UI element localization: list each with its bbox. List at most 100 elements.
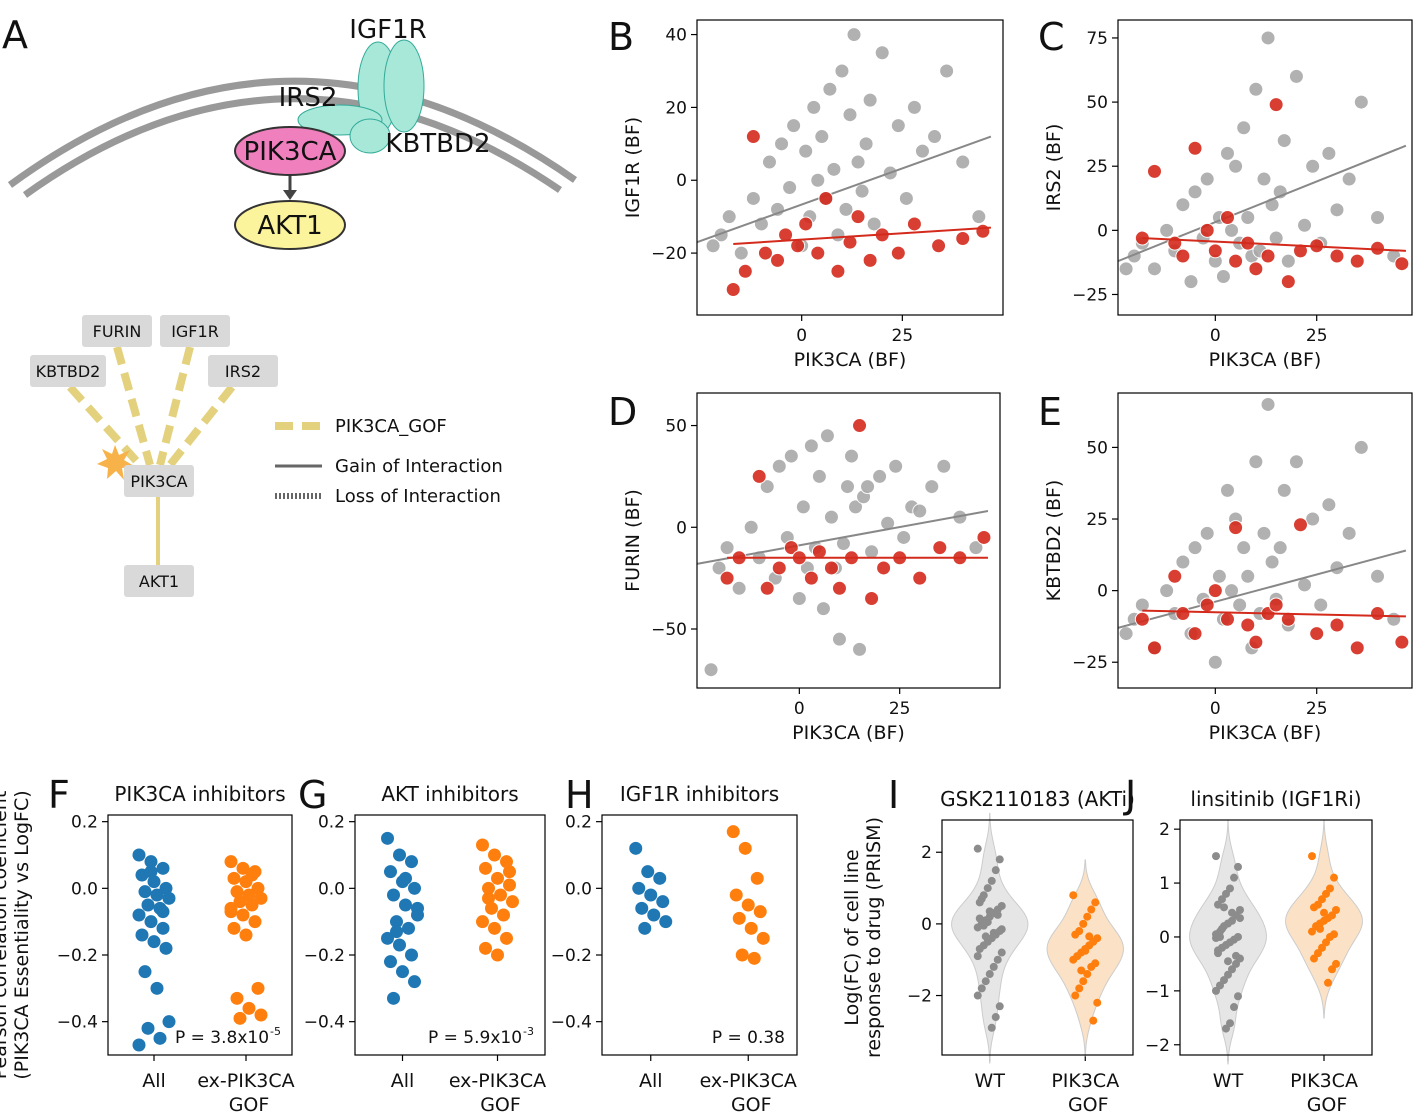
y-axis-label: Log(FC) of cell line: [841, 849, 863, 1025]
y-tick-label: −0.4: [551, 1013, 592, 1033]
strip-point: [503, 865, 516, 879]
node-label: AKT1: [139, 572, 179, 591]
plot-frame: [354, 814, 546, 1056]
scatter-point: [834, 63, 850, 79]
scatter-point: [1260, 248, 1276, 264]
strip-point: [497, 908, 510, 922]
strip-point: [981, 977, 990, 986]
legend-label: Gain of Interaction: [335, 456, 503, 477]
annotation: P = 0.38: [712, 1028, 785, 1048]
scatter-point: [1175, 197, 1191, 213]
strip-point: [387, 991, 400, 1005]
y-tick-label: 25: [1086, 157, 1108, 177]
x-axis-label: PIK3CA (BF): [1209, 349, 1322, 371]
scatter-point: [711, 560, 727, 576]
scatter-point: [1199, 222, 1215, 238]
y-axis-label: IRS2 (BF): [1043, 124, 1065, 212]
scatter-point: [818, 190, 834, 206]
scatter-point: [1240, 568, 1256, 584]
scatter-point: [906, 216, 922, 232]
y-tick-label: 0.0: [71, 879, 98, 899]
strip-point: [753, 905, 767, 919]
y-tick-label: 50: [665, 417, 687, 437]
scatter-point: [876, 560, 892, 576]
scatter-point: [888, 458, 904, 474]
scatter-point: [1280, 611, 1296, 627]
scatter-point: [791, 590, 807, 606]
scatter-point: [852, 418, 868, 434]
strip-point: [1069, 955, 1078, 964]
annotation: P = 5.9x10: [428, 1028, 522, 1048]
strip-point: [408, 881, 421, 895]
strip-point: [488, 921, 501, 935]
strip-point: [1091, 898, 1100, 907]
strip-point: [1230, 1003, 1238, 1012]
scatter-point: [831, 580, 847, 596]
strip-point: [741, 898, 755, 912]
scatter-point: [1167, 235, 1183, 251]
scatter-point: [1240, 617, 1256, 633]
scatter-point: [770, 252, 786, 268]
scatter-point: [1256, 525, 1272, 541]
fit-line: [733, 226, 991, 245]
strip-point: [1230, 873, 1238, 882]
scatter-point: [798, 216, 814, 232]
strip-point: [144, 865, 158, 879]
scatter-point: [1280, 274, 1296, 290]
strip-point: [1093, 998, 1102, 1007]
strip-point: [975, 944, 984, 953]
scatter-point: [850, 154, 866, 170]
x-axis-label: PIK3CA (BF): [1209, 722, 1322, 744]
scatter-point: [795, 499, 811, 515]
fit-line: [696, 135, 992, 244]
plot-frame: [941, 819, 1134, 1056]
panel-letter: D: [608, 390, 637, 434]
scatter-point: [1207, 583, 1223, 599]
scatter-point: [1248, 81, 1264, 97]
scatter-point: [822, 81, 838, 97]
scatter-point: [1118, 261, 1134, 277]
strip-point: [159, 941, 173, 955]
x-tick-label: 25: [1306, 326, 1328, 346]
x-tick-label: 25: [889, 699, 911, 719]
strip-point: [147, 935, 161, 949]
strip-point: [647, 908, 661, 922]
scatter-point: [1260, 396, 1276, 412]
scatter-point: [783, 448, 799, 464]
strip-point: [506, 895, 519, 909]
strip-point: [408, 975, 421, 989]
y-axis-label: IGF1R (BF): [622, 117, 644, 218]
scatter-point: [1268, 230, 1284, 246]
scatter-point: [1260, 30, 1276, 46]
strip-point: [132, 908, 146, 922]
scatter-point: [1313, 597, 1329, 613]
strip-point: [491, 871, 504, 885]
scatter-point: [1207, 243, 1223, 259]
scatter-point: [771, 560, 787, 576]
scatter-point: [1159, 583, 1175, 599]
y-axis-label: response to drug (PRISM): [863, 817, 885, 1058]
scatter-point: [1268, 97, 1284, 113]
strip-point: [381, 831, 394, 845]
scatter-point: [1199, 171, 1215, 187]
annotation-superscript: -5: [270, 1025, 281, 1038]
strip-point: [989, 928, 998, 937]
strip-point: [1085, 932, 1094, 941]
scatter-point: [810, 172, 826, 188]
scatter-point: [823, 509, 839, 525]
panel-strip: F0.2 0.0 −0.2 −0.4 Pearson correlation coeff…: [0, 773, 295, 1116]
scatter-point: [1134, 611, 1150, 627]
scatter-point: [1146, 261, 1162, 277]
panel-letter: A: [2, 13, 28, 57]
strip-point: [227, 871, 241, 885]
strip-point: [138, 885, 152, 899]
strip-point: [987, 876, 996, 885]
strip-point: [1081, 946, 1090, 955]
strip-point: [1222, 1024, 1230, 1033]
scatter-point: [1305, 511, 1321, 527]
y-tick-label: 0: [1097, 582, 1108, 602]
strip-point: [485, 901, 498, 915]
strip-point: [405, 855, 418, 869]
protein-label: IGF1R: [349, 15, 426, 45]
